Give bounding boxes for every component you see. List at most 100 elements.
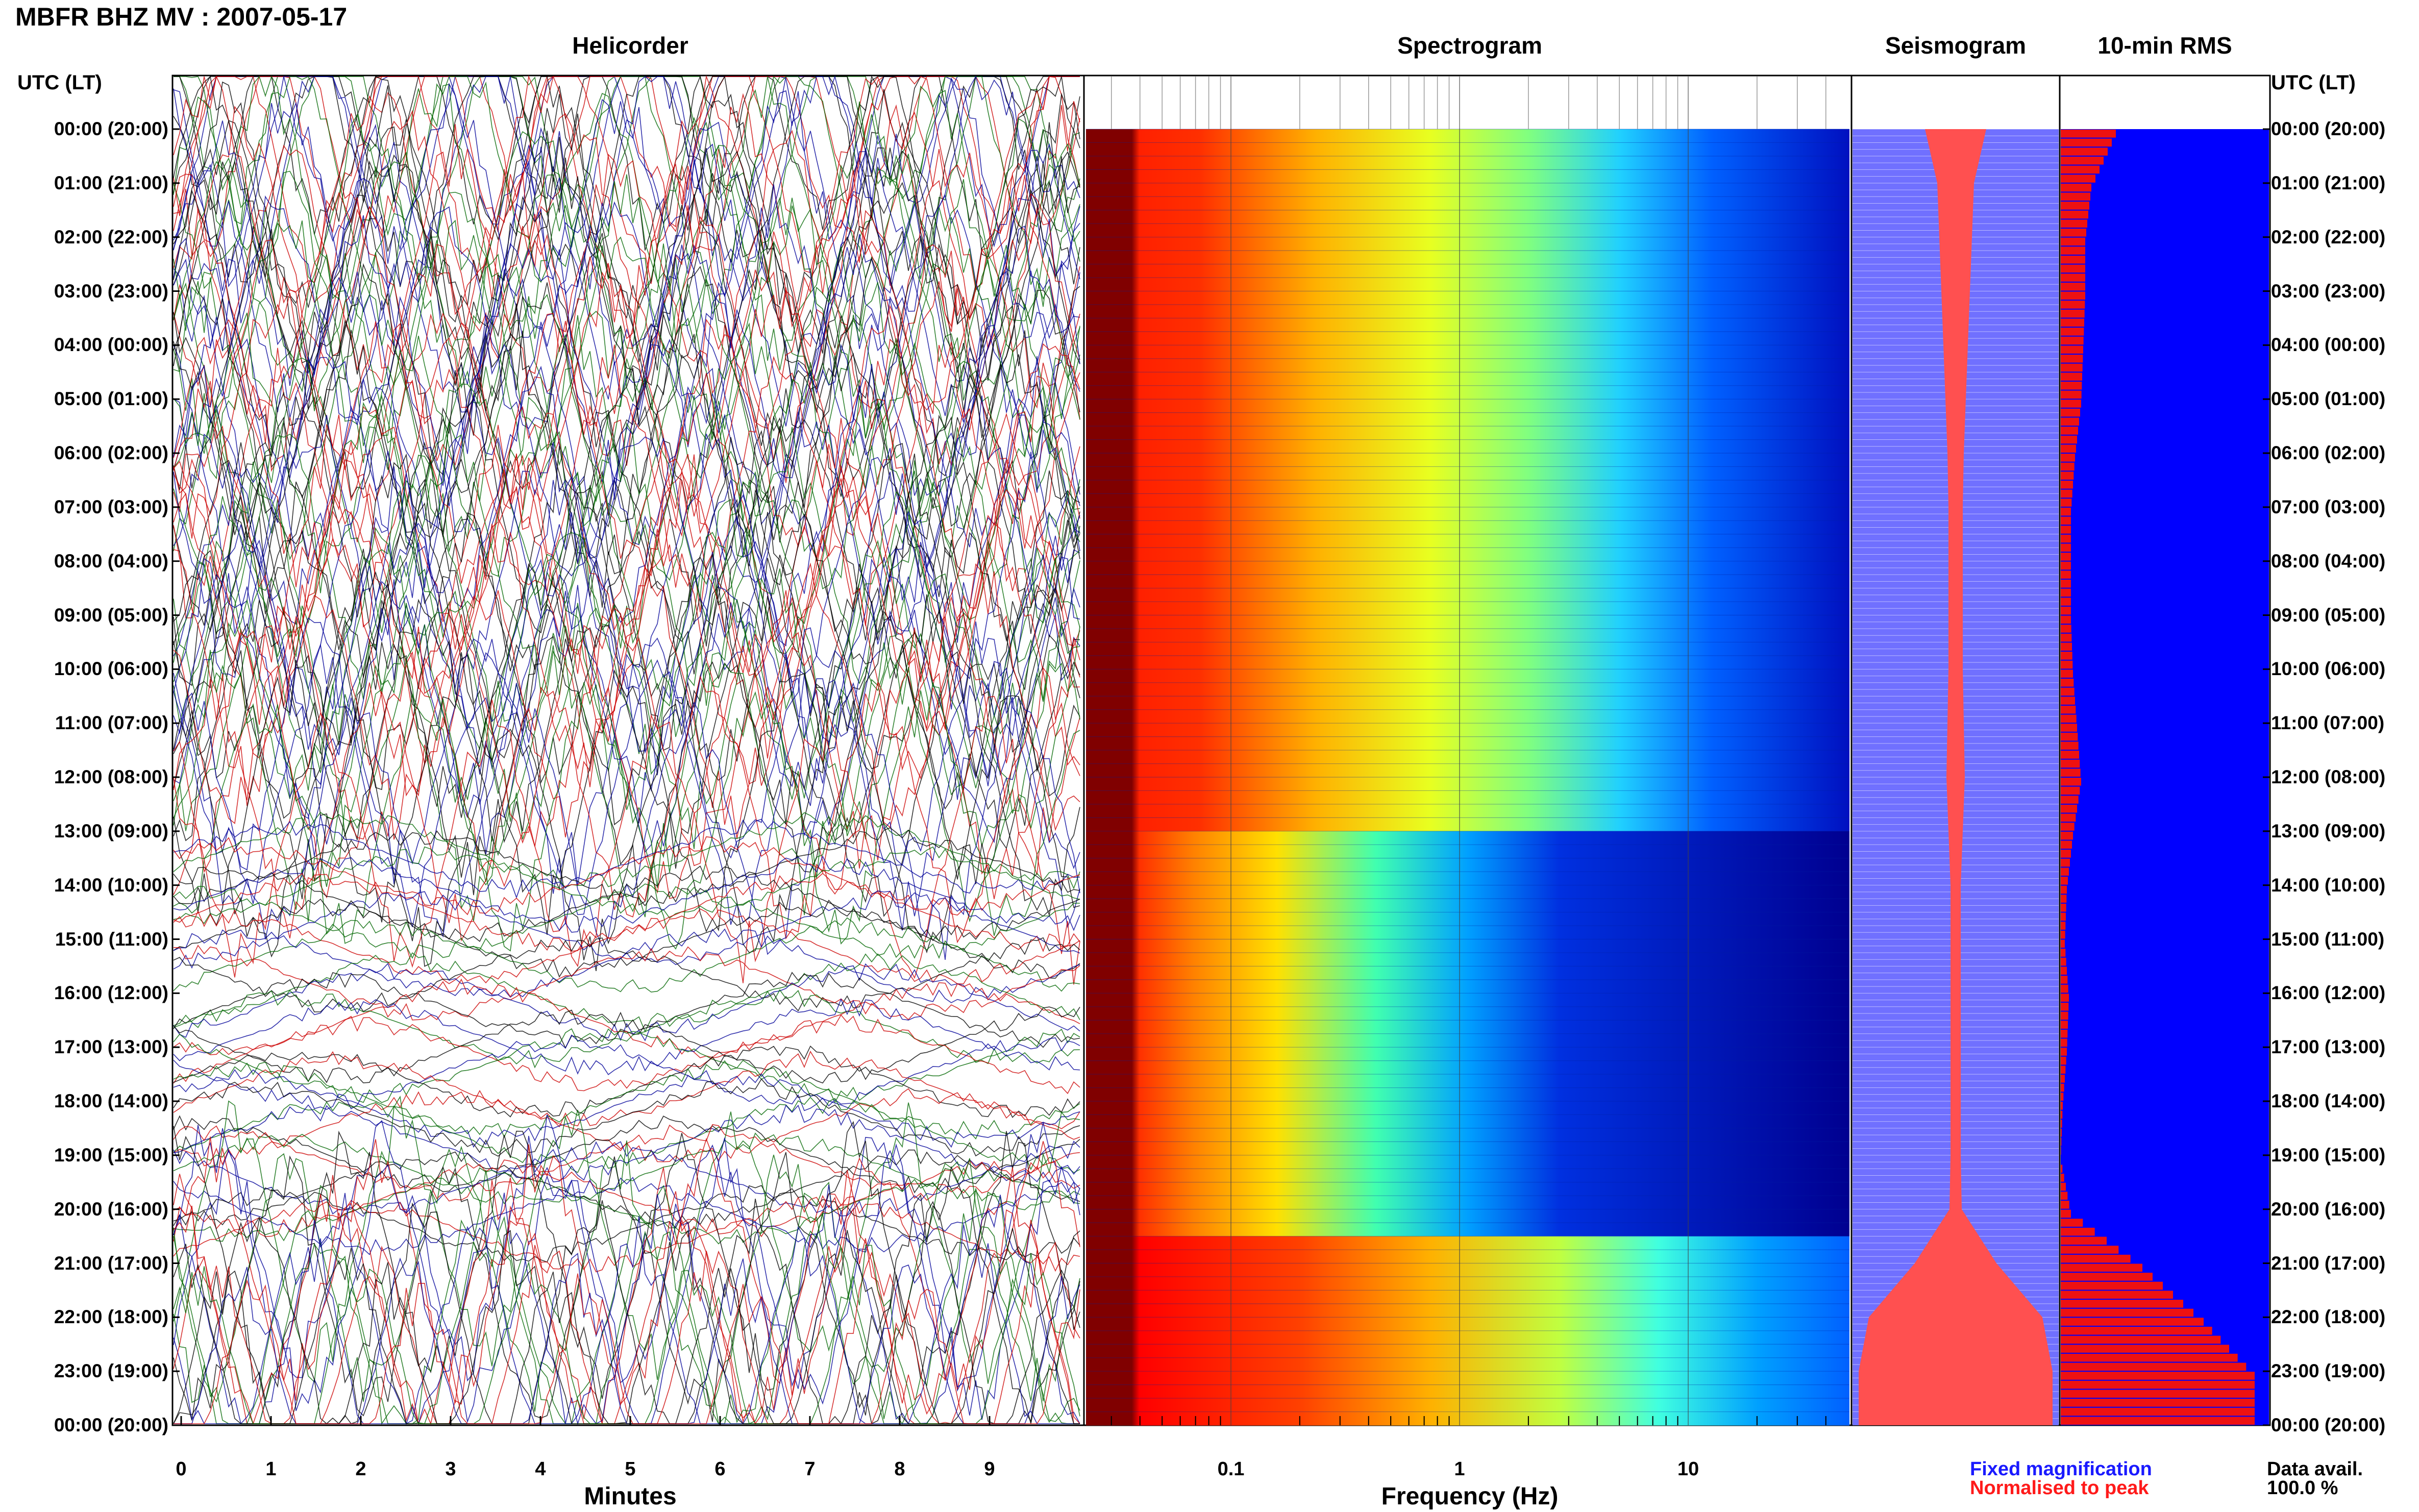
helicorder-trace [173,952,1080,1033]
helicorder-trace [173,143,1080,427]
time-label-left: 11:00 (07:00) [55,712,168,734]
helicorder-trace [173,594,1080,869]
time-label-right: 00:00 (20:00) [2271,118,2386,139]
rms-bar [2061,210,2088,219]
helicorder-trace [173,827,1080,907]
rms-bar [2061,1281,2163,1290]
rms-bar [2061,705,2076,714]
helicorder-trace [173,819,1080,899]
helicorder-trace [173,1069,1080,1148]
spectrogram-row [1086,237,1849,251]
helicorder-trace [173,1167,1080,1245]
helicorder-trace [173,243,1080,527]
helicorder-x-tick-label: 9 [984,1458,995,1480]
spectrogram-row [1086,1006,1849,1021]
spectrogram-row [1086,1114,1849,1129]
helicorder-trace [173,695,1080,972]
helicorder-trace [173,76,1080,340]
helicorder-trace [173,184,1080,459]
rms-bar [2061,390,2082,399]
helicorder-x-tick-label: 4 [535,1458,546,1480]
time-label-left: 13:00 (09:00) [54,820,168,841]
rms-bar [2061,229,2086,237]
rms-bar [2061,480,2073,489]
rms-bar [2061,175,2095,183]
spectrogram-row [1086,318,1849,332]
helicorder-x-label: Minutes [584,1483,677,1510]
rms-bar [2061,642,2072,651]
spectrogram-row [1086,615,1849,629]
time-label-right: 00:00 (20:00) [2271,1415,2386,1435]
rms-bar [2061,1380,2255,1389]
rms-bar [2061,804,2077,813]
rms-bar [2061,1182,2066,1191]
spectrogram-row [1086,1142,1849,1156]
rms-bar [2061,156,2104,165]
time-label-left: 04:00 (00:00) [54,334,168,356]
rms-bar [2061,588,2071,597]
helicorder-trace [173,865,1080,943]
rms-bar [2061,652,2072,660]
helicorder-trace [173,163,1080,443]
rms-bar [2061,1110,2063,1119]
rms-bar [2061,1048,2067,1056]
spectrogram-row [1086,602,1849,615]
rms-bar [2061,912,2066,921]
rms-bar [2061,499,2072,507]
helicorder-trace [173,1149,1080,1229]
helicorder-x-tick-label: 0 [176,1458,187,1480]
rms-bar [2061,381,2082,390]
rms-bar [2061,1209,2071,1218]
rms-bar [2061,1335,2221,1344]
spectrogram-row [1086,196,1849,211]
helicorder-trace [173,1212,1080,1425]
rms-bar [2061,138,2112,147]
helicorder-trace [173,855,1080,933]
helicorder-trace [173,642,1080,923]
rms-bar [2061,282,2085,291]
rms-bar [2061,1075,2065,1083]
helicorder-trace [173,250,1080,537]
rms-bar [2061,1029,2068,1038]
rms-bar [2061,831,2073,840]
time-label-left: 03:00 (23:00) [54,280,168,302]
spectrogram-row [1086,736,1849,751]
rms-bar [2061,534,2071,543]
rms-bar [2061,130,2116,138]
legend-fixed-magnification: Fixed magnification [1970,1458,2152,1480]
rms-bar [2061,670,2073,678]
rms-bar [2061,516,2071,525]
rms-bar [2061,984,2068,993]
rms-bar [2061,796,2079,804]
helicorder-trace [173,1185,1080,1263]
helicorder-trace [173,1141,1080,1219]
helicorder-trace [173,696,1080,985]
helicorder-trace [173,312,1080,593]
rms-bar [2061,1056,2066,1065]
helicorder-trace [173,356,1080,647]
rms-bar [2061,435,2077,444]
helicorder-trace [173,568,1080,849]
rms-bar [2061,147,2108,156]
spectrogram-row [1086,169,1849,184]
spectrogram-row [1086,1411,1849,1426]
spectrogram-row [1086,790,1849,805]
time-label-right: 21:00 (17:00) [2271,1252,2386,1274]
spectrogram-row [1086,1223,1849,1237]
spectrogram-row [1086,1060,1849,1075]
time-label-right: 05:00 (01:00) [2271,388,2386,410]
data-avail-value: 100.0 % [2267,1477,2338,1499]
helicorder-trace [173,124,1080,409]
rms-bar [2061,427,2078,435]
rms-bar [2061,408,2080,417]
helicorder-trace [173,898,1080,979]
time-label-right: 09:00 (05:00) [2271,604,2386,626]
rms-bar [2061,1164,2063,1173]
rms-bar [2061,751,2079,759]
helicorder-trace [173,908,1080,984]
rms-bar [2061,1263,2142,1272]
spectrogram-row [1086,1033,1849,1048]
rms-bar [2061,291,2085,300]
spectrogram-row [1086,385,1849,400]
